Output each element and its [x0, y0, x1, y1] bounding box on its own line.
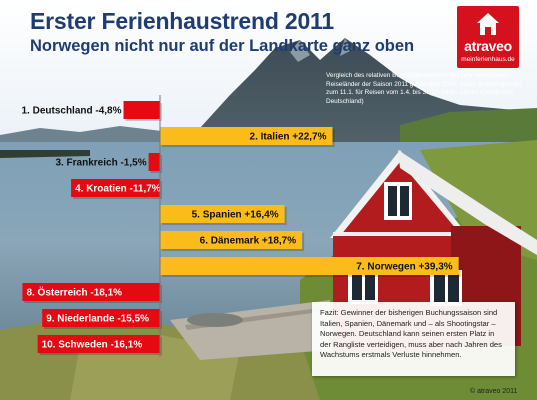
methodology-note: Vergleich des relativen Buchungsvolumens…: [326, 72, 522, 105]
copyright-notice: © atraveo 2011: [470, 388, 518, 395]
atraveo-logo[interactable]: atraveo meinferienhaus.de: [457, 6, 519, 68]
bar-niederlande: [42, 309, 161, 327]
conclusion-box: Fazit: Gewinner der bisherigen Buchungss…: [312, 302, 515, 376]
bar-kroatien: [71, 179, 160, 197]
bar-spanien: [160, 205, 285, 223]
bar-label: 6. Dänemark +18,7%: [200, 236, 297, 247]
logo-domain: meinferienhaus.de: [461, 56, 515, 63]
bar-deutschland: [123, 101, 160, 119]
bar-label: 3. Frankreich -1,5%: [55, 158, 146, 169]
bar-label: 9. Niederlande -15,5%: [46, 314, 149, 325]
bar-frankreich: [148, 153, 160, 171]
bar-label: 8. Österreich -18,1%: [26, 286, 122, 299]
house-icon: [477, 13, 499, 35]
bar-label: 1. Deutschland -4,8%: [21, 106, 121, 117]
page-subtitle: Norwegen nicht nur auf der Landkarte gan…: [30, 37, 415, 55]
bar-label: 5. Spanien +16,4%: [192, 210, 279, 221]
bar-italien: [160, 127, 333, 145]
logo-name: atraveo: [464, 38, 512, 54]
bar-label: 10. Schweden -16,1%: [42, 340, 143, 351]
bar-label: 2. Italien +22,7%: [250, 132, 327, 143]
page-title: Erster Ferienhaustrend 2011: [30, 8, 334, 34]
bar-dänemark: [160, 231, 303, 249]
bar-label: 4. Kroatien -11,7%: [75, 184, 161, 195]
bar-österreich: [22, 283, 160, 301]
bar-label: 7. Norwegen +39,3%: [356, 262, 453, 273]
bar-norwegen: [160, 257, 459, 275]
bar-schweden: [37, 335, 160, 353]
